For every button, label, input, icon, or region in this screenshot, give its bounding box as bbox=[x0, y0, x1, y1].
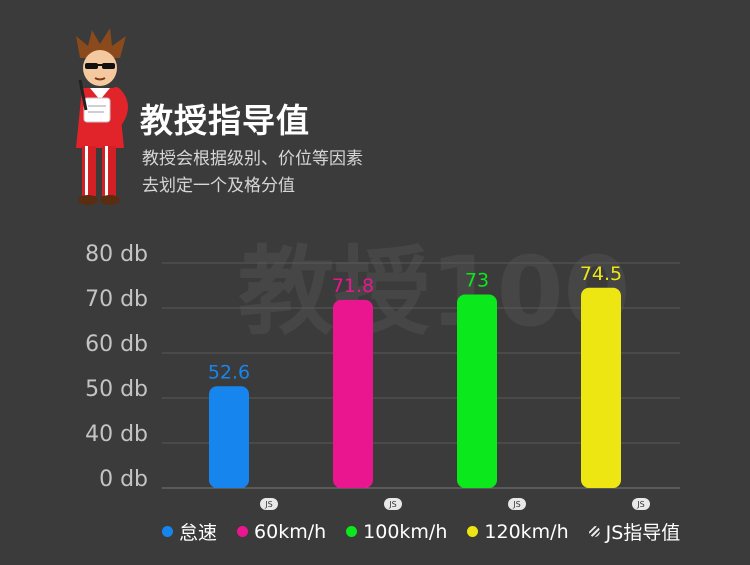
legend-swatch-idle bbox=[162, 526, 173, 537]
legend-item-60kmh: 60km/h bbox=[237, 521, 326, 543]
legend-item-js: JS指导值 bbox=[588, 518, 681, 545]
js-marker-badge-3 bbox=[632, 498, 650, 510]
bar-0 bbox=[209, 386, 249, 488]
legend-label-60kmh: 60km/h bbox=[254, 520, 327, 543]
y-tick-label-50: 50 db bbox=[85, 377, 148, 402]
legend-swatch-120kmh bbox=[467, 526, 479, 537]
value-label-1: 71.8 bbox=[332, 275, 374, 297]
y-tick-label-60: 60 db bbox=[85, 332, 148, 357]
legend-label-js: JS指导值 bbox=[605, 522, 681, 544]
subtitle-line-1: 教授会根据级别、价位等因素 bbox=[142, 149, 363, 169]
y-tick-label-70: 70 db bbox=[85, 287, 148, 312]
js-marker-label-0: JS bbox=[264, 500, 272, 509]
js-marker-2: JS bbox=[508, 498, 526, 510]
legend-label-100kmh: 100km/h bbox=[363, 520, 448, 543]
mascot-illustration bbox=[76, 28, 128, 205]
page-subtitle: 教授会根据级别、价位等因素 去划定一个及格分值 bbox=[142, 146, 363, 200]
legend-label-120kmh: 120km/h bbox=[484, 520, 569, 543]
js-marker-badge-1 bbox=[384, 498, 402, 510]
js-marker-label-1: JS bbox=[388, 500, 396, 509]
legend-item-100kmh: 100km/h bbox=[346, 521, 447, 543]
legend-item-idle: 怠速 bbox=[162, 518, 217, 545]
js-marker-1: JS bbox=[384, 498, 402, 510]
watermark-text: 教授100 bbox=[238, 236, 630, 345]
legend-item-120kmh: 120km/h bbox=[467, 520, 569, 543]
js-marker-3: JS bbox=[632, 498, 650, 510]
bar-1 bbox=[333, 299, 373, 488]
js-marker-0: JS bbox=[260, 498, 278, 510]
y-tick-label-40: 40 db bbox=[85, 422, 148, 447]
y-tick-label-0: 0 db bbox=[99, 467, 148, 492]
value-label-3: 74.5 bbox=[580, 263, 622, 285]
js-marker-badge-0 bbox=[260, 498, 278, 510]
js-marker-badge-2 bbox=[508, 498, 526, 510]
value-label-2: 73 bbox=[465, 270, 489, 292]
js-marker-label-2: JS bbox=[512, 500, 520, 509]
bar-3 bbox=[581, 287, 621, 488]
watermark: 教授100 bbox=[238, 236, 630, 345]
value-label-0: 52.6 bbox=[208, 361, 250, 383]
legend-swatch-js bbox=[588, 526, 600, 537]
bar-2 bbox=[457, 294, 497, 488]
y-tick-label-80: 80 db bbox=[85, 242, 148, 267]
legend-label-idle: 怠速 bbox=[179, 522, 218, 544]
page-title: 教授指导值 bbox=[140, 101, 310, 140]
chart-legend: 怠速 60km/h 100km/h 120km/h JS指导值 bbox=[162, 518, 680, 545]
js-marker-label-3: JS bbox=[636, 500, 644, 509]
subtitle-line-2: 去划定一个及格分值 bbox=[142, 176, 295, 196]
legend-swatch-60kmh bbox=[237, 526, 249, 537]
legend-swatch-100kmh bbox=[346, 526, 358, 537]
